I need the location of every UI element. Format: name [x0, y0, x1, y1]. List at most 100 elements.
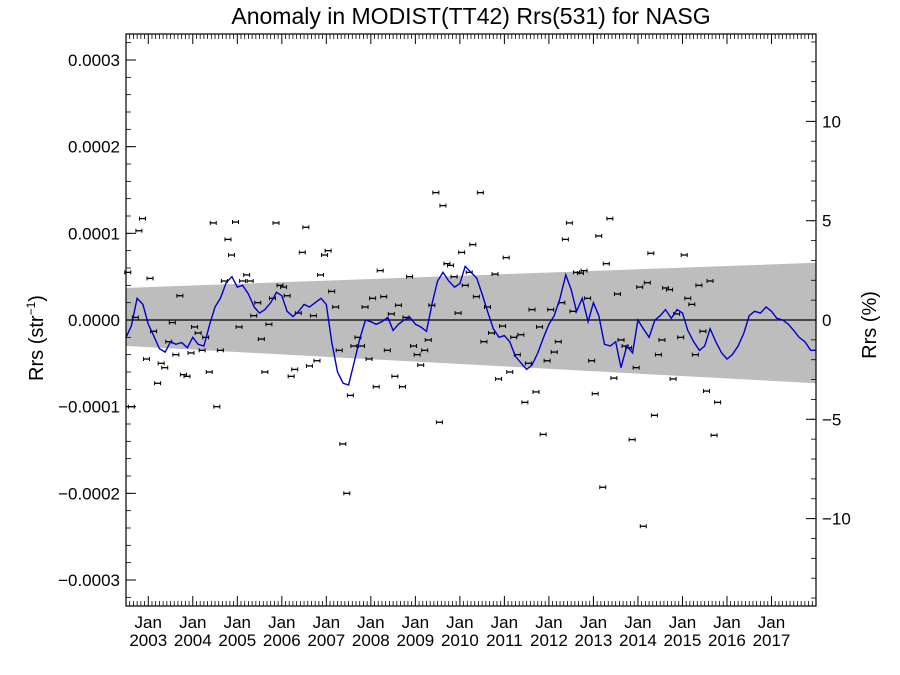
- anomaly-point: [588, 358, 596, 363]
- anomaly-point: [580, 268, 588, 273]
- x-tick-label-year: 2013: [575, 631, 613, 650]
- y-axis-label-left: Rrs (str−1): [24, 295, 48, 381]
- anomaly-point: [321, 253, 329, 257]
- anomaly-point: [413, 352, 421, 357]
- anomaly-point: [154, 381, 162, 386]
- x-tick-label-year: 2006: [263, 631, 301, 650]
- anomaly-point: [272, 220, 280, 225]
- anomaly-point: [224, 237, 232, 242]
- y-tick-label-left: 0.0001: [68, 224, 120, 243]
- anomaly-point: [688, 302, 696, 307]
- anomaly-point: [691, 352, 699, 357]
- x-tick-label-month: Jan: [135, 613, 162, 632]
- x-tick-label-month: Jan: [268, 613, 295, 632]
- x-tick-label-month: Jan: [313, 613, 340, 632]
- anomaly-point: [398, 384, 406, 389]
- anomaly-point: [510, 335, 518, 340]
- anomaly-point: [461, 283, 469, 288]
- anomaly-point: [328, 289, 336, 294]
- anomaly-point: [213, 404, 221, 409]
- y-tick-label-left: −0.0002: [58, 484, 120, 503]
- anomaly-point: [168, 320, 176, 325]
- anomaly-point: [335, 348, 343, 353]
- x-tick-label-month: Jan: [446, 613, 473, 632]
- anomaly-point: [617, 337, 625, 342]
- anomaly-point: [702, 389, 710, 394]
- anomaly-point: [387, 311, 395, 316]
- x-tick-label-year: 2007: [307, 631, 345, 650]
- x-tick-label-year: 2011: [486, 631, 523, 650]
- anomaly-point: [246, 279, 254, 283]
- anomaly-point: [194, 331, 202, 335]
- y-tick-label-right: 10: [822, 112, 841, 131]
- anomaly-point: [298, 250, 306, 255]
- anomaly-point: [528, 307, 536, 312]
- anomaly-point: [706, 279, 714, 283]
- anomaly-point: [187, 350, 195, 355]
- anomaly-point: [372, 384, 380, 389]
- anomaly-point: [591, 391, 599, 396]
- x-tick-label-year: 2017: [753, 631, 791, 650]
- anomaly-point: [710, 433, 718, 438]
- y-tick-label-right: 0: [822, 311, 831, 330]
- anomaly-point: [613, 292, 621, 296]
- anomaly-point: [458, 250, 466, 255]
- anomaly-point: [365, 357, 373, 361]
- anomaly-point: [361, 305, 369, 309]
- y-tick-label-left: 0.0003: [68, 51, 120, 70]
- anomaly-point: [602, 261, 610, 266]
- anomaly-point: [391, 374, 399, 379]
- anomaly-point: [432, 190, 440, 195]
- anomaly-point: [517, 332, 525, 337]
- anomaly-point: [394, 303, 402, 308]
- anomaly-point: [650, 413, 658, 418]
- anomaly-point: [714, 400, 722, 405]
- anomaly-point: [302, 225, 310, 230]
- anomaly-point: [472, 294, 480, 299]
- x-tick-label-month: Jan: [491, 613, 518, 632]
- anomaly-point: [677, 335, 685, 340]
- y-tick-label-left: −0.0001: [58, 398, 120, 417]
- x-tick-label-year: 2012: [530, 631, 568, 650]
- anomaly-point: [239, 279, 247, 283]
- anomaly-point: [313, 358, 321, 363]
- anomaly-point: [183, 374, 191, 379]
- anomaly-point: [380, 294, 388, 299]
- x-tick-label-month: Jan: [669, 613, 696, 632]
- x-tick-label-year: 2014: [619, 631, 657, 650]
- y-tick-label-right: −10: [822, 510, 851, 529]
- anomaly-point: [639, 524, 647, 529]
- anomaly-point: [632, 365, 640, 370]
- anomaly-point: [506, 370, 514, 374]
- anomaly-point: [628, 437, 636, 442]
- y-tick-label-left: 0.0000: [68, 311, 120, 330]
- anomaly-point: [502, 255, 510, 260]
- anomaly-point: [410, 344, 418, 348]
- plot-area: 0.0003 0.0002 0.0001 0.0000 −0.0001 −0.0002 −0…: [58, 33, 851, 650]
- x-tick-label-month: Jan: [402, 613, 429, 632]
- y-axis-label-left-superscript: −1: [24, 301, 38, 315]
- anomaly-point: [280, 285, 288, 290]
- x-tick-label-month: Jan: [624, 613, 651, 632]
- anomaly-point: [577, 271, 585, 276]
- anomaly-point: [680, 253, 688, 257]
- anomaly-point: [172, 352, 180, 357]
- y-tick-label-left: −0.0003: [58, 571, 120, 590]
- y-tick-label-right: −5: [822, 410, 841, 429]
- anomaly-point: [480, 339, 488, 344]
- anomaly-point: [695, 283, 703, 288]
- anomaly-point: [658, 337, 666, 342]
- smoothed-anomaly-line: [125, 264, 816, 386]
- anomaly-point: [666, 287, 674, 292]
- chart-title: Anomaly in MODIST(TT42) Rrs(531) for NAS…: [231, 3, 710, 29]
- anomaly-point: [699, 329, 707, 334]
- anomaly-point: [235, 324, 243, 329]
- x-tick-label-year: 2015: [664, 631, 702, 650]
- anomaly-point: [447, 263, 455, 268]
- y-axis-label-left-main: Rrs (str: [26, 315, 48, 381]
- anomaly-point: [287, 374, 295, 379]
- anomaly-point: [435, 420, 443, 425]
- anomaly-point: [343, 491, 351, 496]
- anomaly-point: [138, 216, 146, 221]
